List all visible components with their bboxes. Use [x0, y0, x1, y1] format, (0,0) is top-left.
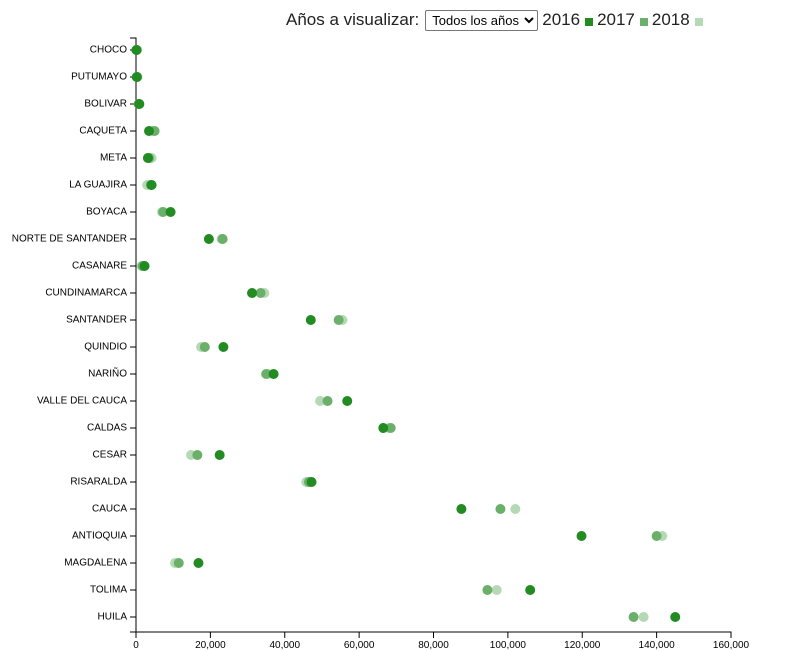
- x-tick-label: 20,000: [195, 640, 226, 651]
- data-point-2017: [651, 531, 662, 541]
- data-point-2017: [495, 504, 506, 514]
- data-point-2018: [491, 585, 502, 595]
- x-tick-label: 160,000: [713, 640, 750, 651]
- data-point-2016: [305, 315, 316, 325]
- data-point-2016: [142, 153, 153, 163]
- y-tick-label: HUILA: [98, 612, 128, 623]
- y-tick-label: CAQUETA: [79, 126, 127, 137]
- data-point-2016: [203, 234, 214, 244]
- data-point-2017: [628, 612, 639, 622]
- data-point-2016: [306, 477, 317, 487]
- y-tick-label: ANTIOQUIA: [72, 531, 127, 542]
- data-point-2017: [255, 288, 266, 298]
- y-tick-label: SANTANDER: [66, 315, 127, 326]
- data-point-2016: [247, 288, 258, 298]
- y-tick-label: MAGDALENA: [64, 558, 127, 569]
- data-point-2018: [510, 504, 521, 514]
- data-point-2016: [670, 612, 681, 622]
- data-points: [131, 45, 681, 622]
- data-point-2016: [456, 504, 467, 514]
- y-tick-label: NARIÑO: [88, 367, 127, 380]
- data-point-2017: [199, 342, 210, 352]
- y-tick-label: CASANARE: [72, 261, 127, 272]
- year-select[interactable]: Todos los años: [425, 9, 539, 31]
- y-tick-label: CHOCO: [90, 45, 127, 56]
- x-tick-label: 120,000: [564, 640, 601, 651]
- data-point-2017: [333, 315, 344, 325]
- legend-swatch-2018: [694, 17, 703, 26]
- y-tick-label: TOLIMA: [90, 585, 127, 596]
- controls-bar: Años a visualizar: Todos los años 2016 2…: [286, 8, 707, 32]
- y-tick-label: BOYACA: [86, 207, 127, 218]
- data-point-2017: [192, 450, 203, 460]
- data-point-2017: [322, 396, 333, 406]
- legend-item-2016: 2016: [542, 10, 594, 30]
- legend-label-2016: 2016: [542, 10, 581, 29]
- x-tick-label: 140,000: [639, 640, 676, 651]
- data-point-2016: [131, 72, 142, 82]
- data-point-2016: [134, 99, 145, 109]
- x-tick-label: 100,000: [490, 640, 527, 651]
- data-point-2016: [214, 450, 225, 460]
- y-tick-label: LA GUAJIRA: [69, 180, 127, 191]
- x-tick-label: 60,000: [344, 640, 375, 651]
- y-tick-label: CALDAS: [87, 423, 127, 434]
- y-tick-label: CUNDINAMARCA: [45, 288, 127, 299]
- data-point-2016: [165, 207, 176, 217]
- y-tick-label: PUTUMAYO: [71, 72, 127, 83]
- x-tick-label: 40,000: [269, 640, 300, 651]
- data-point-2016: [268, 369, 279, 379]
- legend-swatch-2017: [639, 17, 648, 26]
- data-point-2018: [315, 396, 326, 406]
- data-point-2017: [217, 234, 228, 244]
- data-point-2016: [576, 531, 587, 541]
- year-filter-label: Años a visualizar:: [286, 10, 420, 29]
- x-tick-label: 0: [133, 640, 139, 651]
- data-point-2016: [218, 342, 229, 352]
- legend-swatch-2016: [585, 17, 594, 26]
- y-tick-label: QUINDIO: [84, 342, 127, 353]
- y-tick-label: META: [100, 153, 127, 164]
- legend-label-2017: 2017: [597, 10, 635, 29]
- data-point-2016: [525, 585, 536, 595]
- x-axis: 0 20,000 40,000 60,000 80,000 100,000 120,000 1…: [133, 631, 750, 651]
- y-axis: CHOCO PUTUMAYO BOLIVAR CAQUETA META LA GUAJIR…: [12, 37, 137, 633]
- data-point-2017: [385, 423, 396, 433]
- data-point-2017: [261, 369, 272, 379]
- x-tick-label: 80,000: [418, 640, 449, 651]
- data-point-2017: [158, 207, 169, 217]
- y-tick-label: RISARALDA: [70, 477, 127, 488]
- data-point-2017: [173, 558, 184, 568]
- data-point-2016: [378, 423, 389, 433]
- y-axis-line: [130, 37, 137, 633]
- data-point-2018: [638, 612, 649, 622]
- data-point-2016: [193, 558, 204, 568]
- data-point-2016: [144, 126, 155, 136]
- data-point-2016: [131, 45, 142, 55]
- data-point-2016: [146, 180, 157, 190]
- data-point-2016: [139, 261, 150, 271]
- y-tick-label: NORTE DE SANTANDER: [12, 234, 127, 245]
- y-tick-label: CAUCA: [92, 504, 127, 515]
- y-tick-label: CESAR: [93, 450, 127, 461]
- legend-item-2018: 2018: [652, 10, 703, 30]
- legend-label-2018: 2018: [651, 10, 690, 29]
- data-point-2017: [482, 585, 493, 595]
- data-point-2016: [342, 396, 353, 406]
- legend-item-2017: 2017: [597, 10, 648, 30]
- y-tick-label: VALLE DEL CAUCA: [37, 396, 127, 407]
- y-tick-label: BOLIVAR: [84, 99, 127, 110]
